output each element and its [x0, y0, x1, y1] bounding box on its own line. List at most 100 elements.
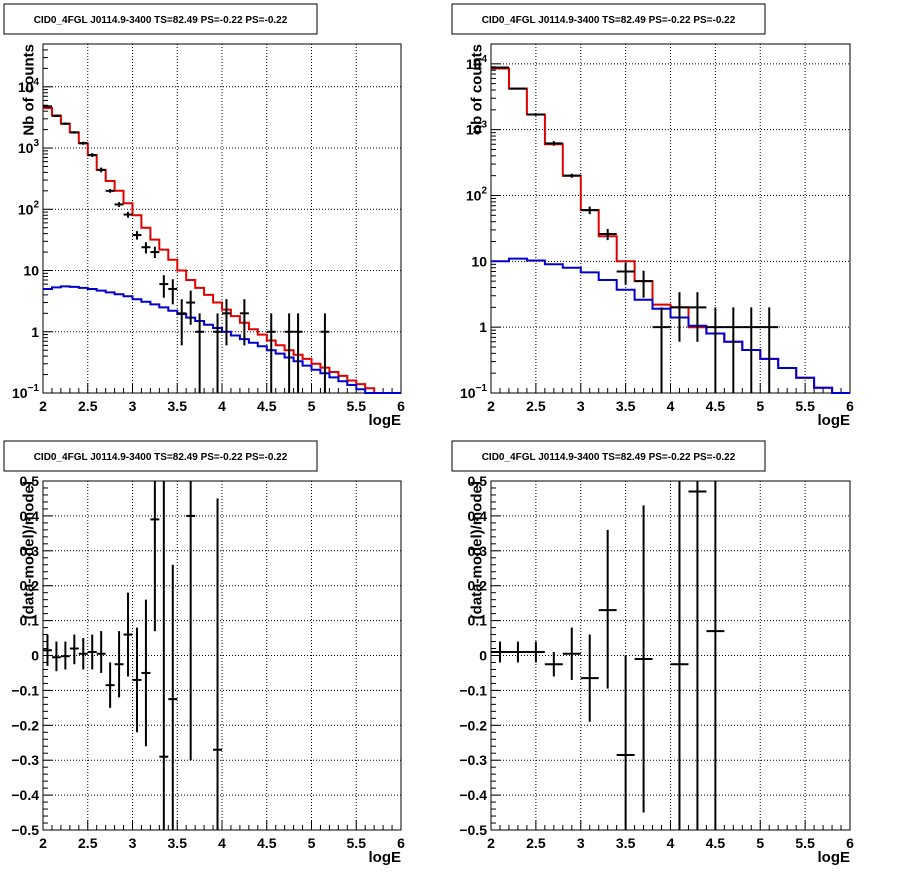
- data-point: [239, 299, 249, 346]
- y-tick-label: 10: [471, 253, 487, 269]
- chart-title: CID0_4FGL J0114.9-3400 TS=82.49 PS=-0.22…: [482, 452, 736, 463]
- data-point: [60, 122, 70, 125]
- data-point: [168, 564, 178, 830]
- data-point: [508, 87, 527, 90]
- data-point: [114, 631, 124, 698]
- x-tick-label: 3.5: [168, 835, 188, 851]
- data-points: [491, 66, 779, 393]
- y-tick-label: 104: [18, 77, 40, 95]
- data-point: [598, 529, 617, 689]
- data-point: [491, 641, 509, 663]
- data-point: [51, 641, 61, 672]
- x-tick-label: 5.5: [347, 835, 367, 851]
- y-tick-labels: −0.5 −0.4 −0.3 −0.2 −0.1 0 0.1 0.2 0.3 0.4 0.5: [11, 473, 39, 838]
- data-point: [87, 153, 97, 157]
- data-point: [634, 505, 653, 813]
- data-point: [177, 299, 187, 346]
- data-point: [78, 141, 88, 145]
- series-line-background-model: [43, 285, 401, 394]
- data-point: [562, 627, 581, 680]
- y-tick-label: 0.3: [468, 543, 488, 559]
- x-tick-label: 3: [129, 835, 137, 851]
- x-tick-label: 3.5: [168, 398, 188, 414]
- data-point: [168, 279, 178, 305]
- y-tick-label: −0.4: [459, 787, 487, 803]
- data-point: [222, 299, 231, 346]
- x-tick-label: 2.5: [526, 398, 546, 414]
- data-point: [670, 481, 689, 830]
- x-tick-label: 2: [39, 398, 47, 414]
- data-point: [742, 307, 761, 393]
- data-point: [87, 634, 97, 670]
- chart-title: CID0_4FGL J0114.9-3400 TS=82.49 PS=-0.22…: [482, 15, 736, 26]
- data-point: [293, 313, 303, 393]
- data-point: [159, 275, 169, 298]
- chart-title: CID0_4FGL J0114.9-3400 TS=82.49 PS=-0.22…: [34, 452, 288, 463]
- data-point: [616, 262, 635, 285]
- y-tick-label: −0.4: [11, 787, 39, 803]
- x-tick-label: 6: [397, 398, 405, 414]
- y-tick-label: 10−1: [12, 383, 39, 401]
- data-point: [69, 634, 79, 665]
- y-tick-label: 0: [31, 648, 39, 664]
- data-point: [706, 481, 725, 830]
- y-tick-label: 102: [466, 185, 488, 203]
- grid-lines: [491, 44, 850, 393]
- data-point: [284, 313, 294, 393]
- chart-panel-top-left: CID0_4FGL J0114.9-3400 TS=82.49 PS=-0.22…: [3, 3, 405, 429]
- y-tick-label: −0.5: [459, 822, 487, 838]
- data-point: [580, 634, 599, 722]
- x-tick-label: 3: [577, 835, 585, 851]
- y-tick-label: 0.2: [468, 578, 488, 594]
- y-tick-label: 0.4: [20, 508, 40, 524]
- chart-panel-bottom-left: CID0_4FGL J0114.9-3400 TS=82.49 PS=-0.22…: [3, 440, 405, 866]
- x-axis-label: logE: [369, 412, 402, 429]
- x-tick-label: 3: [577, 398, 585, 414]
- data-point: [580, 206, 599, 215]
- data-point: [634, 270, 653, 298]
- data-points: [43, 105, 330, 393]
- x-tick-label: 3.5: [616, 835, 636, 851]
- chart-title-box: [3, 3, 318, 35]
- data-point: [598, 228, 617, 241]
- x-tick-label: 5: [308, 398, 316, 414]
- grid-lines: [43, 481, 401, 830]
- x-tick-label: 4.5: [706, 835, 726, 851]
- x-tick-label: 2: [487, 398, 495, 414]
- y-tick-label: 103: [18, 138, 40, 156]
- x-axis-label: logE: [369, 849, 402, 866]
- y-tick-label: −0.2: [11, 717, 39, 733]
- data-point: [114, 202, 124, 207]
- x-tick-label: 5: [308, 835, 316, 851]
- x-tick-label: 5: [756, 835, 764, 851]
- y-tick-labels: 10−1 1 10 102 103 104: [12, 77, 39, 401]
- plot-frame: [42, 480, 402, 831]
- chart-title-box: [451, 3, 766, 35]
- data-point: [724, 307, 743, 393]
- x-tick-label: 5.5: [795, 398, 815, 414]
- x-tick-label: 4.5: [257, 398, 277, 414]
- x-tick-label: 4: [218, 835, 226, 851]
- y-tick-label: −0.3: [459, 752, 487, 768]
- y-tick-label: 0.5: [468, 473, 488, 489]
- y-tick-label: 0.4: [468, 508, 488, 524]
- chart-panel-top-right: CID0_4FGL J0114.9-3400 TS=82.49 PS=-0.22…: [451, 3, 854, 429]
- data-point: [78, 638, 88, 670]
- data-point: [562, 173, 581, 178]
- data-point: [266, 313, 276, 393]
- axis-ticks: [42, 480, 402, 831]
- data-point: [60, 641, 70, 670]
- plot-frame: [42, 43, 402, 394]
- data-points: [491, 481, 725, 830]
- data-point: [123, 592, 133, 677]
- data-point: [141, 599, 151, 747]
- data-point: [688, 292, 707, 342]
- y-axis-label: (data-model)/model: [468, 481, 485, 619]
- x-tick-labels: 2 2.5 3 3.5 4 4.5 5 5.5 6: [487, 835, 854, 851]
- y-tick-label: 0.1: [468, 613, 488, 629]
- y-axis-label: Nb of counts: [20, 44, 37, 136]
- plot-frame: [490, 43, 851, 394]
- y-axis-label: nb of counts: [468, 44, 485, 134]
- data-point: [150, 481, 160, 632]
